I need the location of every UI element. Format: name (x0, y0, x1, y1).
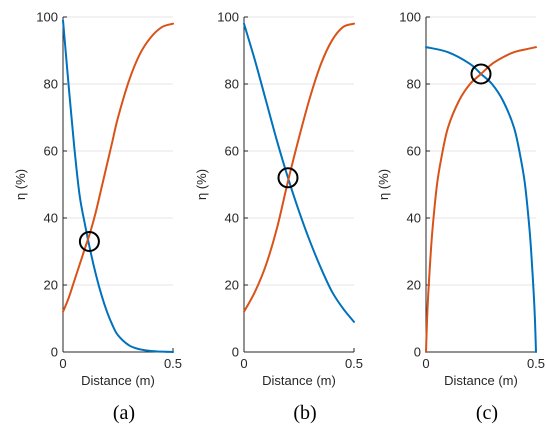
y-tick-label: 0 (414, 345, 421, 360)
y-axis-label: η (%) (13, 169, 28, 200)
y-tick-label: 100 (36, 10, 58, 25)
y-tick-label: 80 (44, 77, 58, 92)
chart-panel-b: 0 20 40 60 80 100 0 0.5 Distance (m) η (%) (b) (194, 10, 363, 425)
chart-panel-a: 0 20 40 60 80 100 0 0.5 Distance (m) η (%) (a) (13, 10, 182, 425)
x-tick-label: 0.5 (164, 356, 182, 371)
y-tick-label: 40 (225, 211, 239, 226)
y-tick-label: 80 (225, 77, 239, 92)
panel-label: (b) (293, 402, 316, 424)
y-tick-label: 20 (44, 278, 58, 293)
y-tick-label: 0 (51, 345, 58, 360)
y-tick-label: 100 (217, 10, 239, 25)
series-line-blue (425, 46, 537, 353)
y-tick-label: 20 (225, 278, 239, 293)
y-tick-label: 80 (407, 77, 421, 92)
y-tick-label: 60 (407, 144, 421, 159)
y-tick-label: 100 (399, 10, 421, 25)
x-axis-label: Distance (m) (262, 373, 336, 388)
chart-panel-c: 0 20 40 60 80 100 0 0.5 Distance (m) η (%) (c) (376, 10, 545, 425)
series-line-orange (425, 46, 537, 353)
y-tick-label: 60 (44, 144, 58, 159)
y-axis-label: η (%) (194, 169, 209, 200)
y-axis-label: η (%) (376, 169, 391, 200)
y-tick-label: 60 (225, 144, 239, 159)
panel-label: (c) (476, 402, 498, 424)
crossover-marker (470, 63, 492, 85)
series-line-blue (62, 19, 174, 353)
crossover-marker (277, 167, 299, 189)
x-tick-label: 0 (59, 356, 66, 371)
x-tick-label: 0 (422, 356, 429, 371)
series-line-orange (243, 22, 355, 313)
series-line-orange (62, 22, 174, 313)
x-axis-label: Distance (m) (444, 373, 518, 388)
x-tick-label: 0 (240, 356, 247, 371)
series-line-blue (243, 22, 355, 323)
x-tick-label: 0.5 (527, 356, 545, 371)
x-tick-label: 0.5 (345, 356, 363, 371)
y-tick-label: 0 (232, 345, 239, 360)
y-tick-label: 40 (407, 211, 421, 226)
y-tick-label: 40 (44, 211, 58, 226)
x-axis-label: Distance (m) (81, 373, 155, 388)
crossover-marker (78, 230, 100, 252)
panel-label: (a) (113, 402, 135, 424)
y-tick-label: 20 (407, 278, 421, 293)
